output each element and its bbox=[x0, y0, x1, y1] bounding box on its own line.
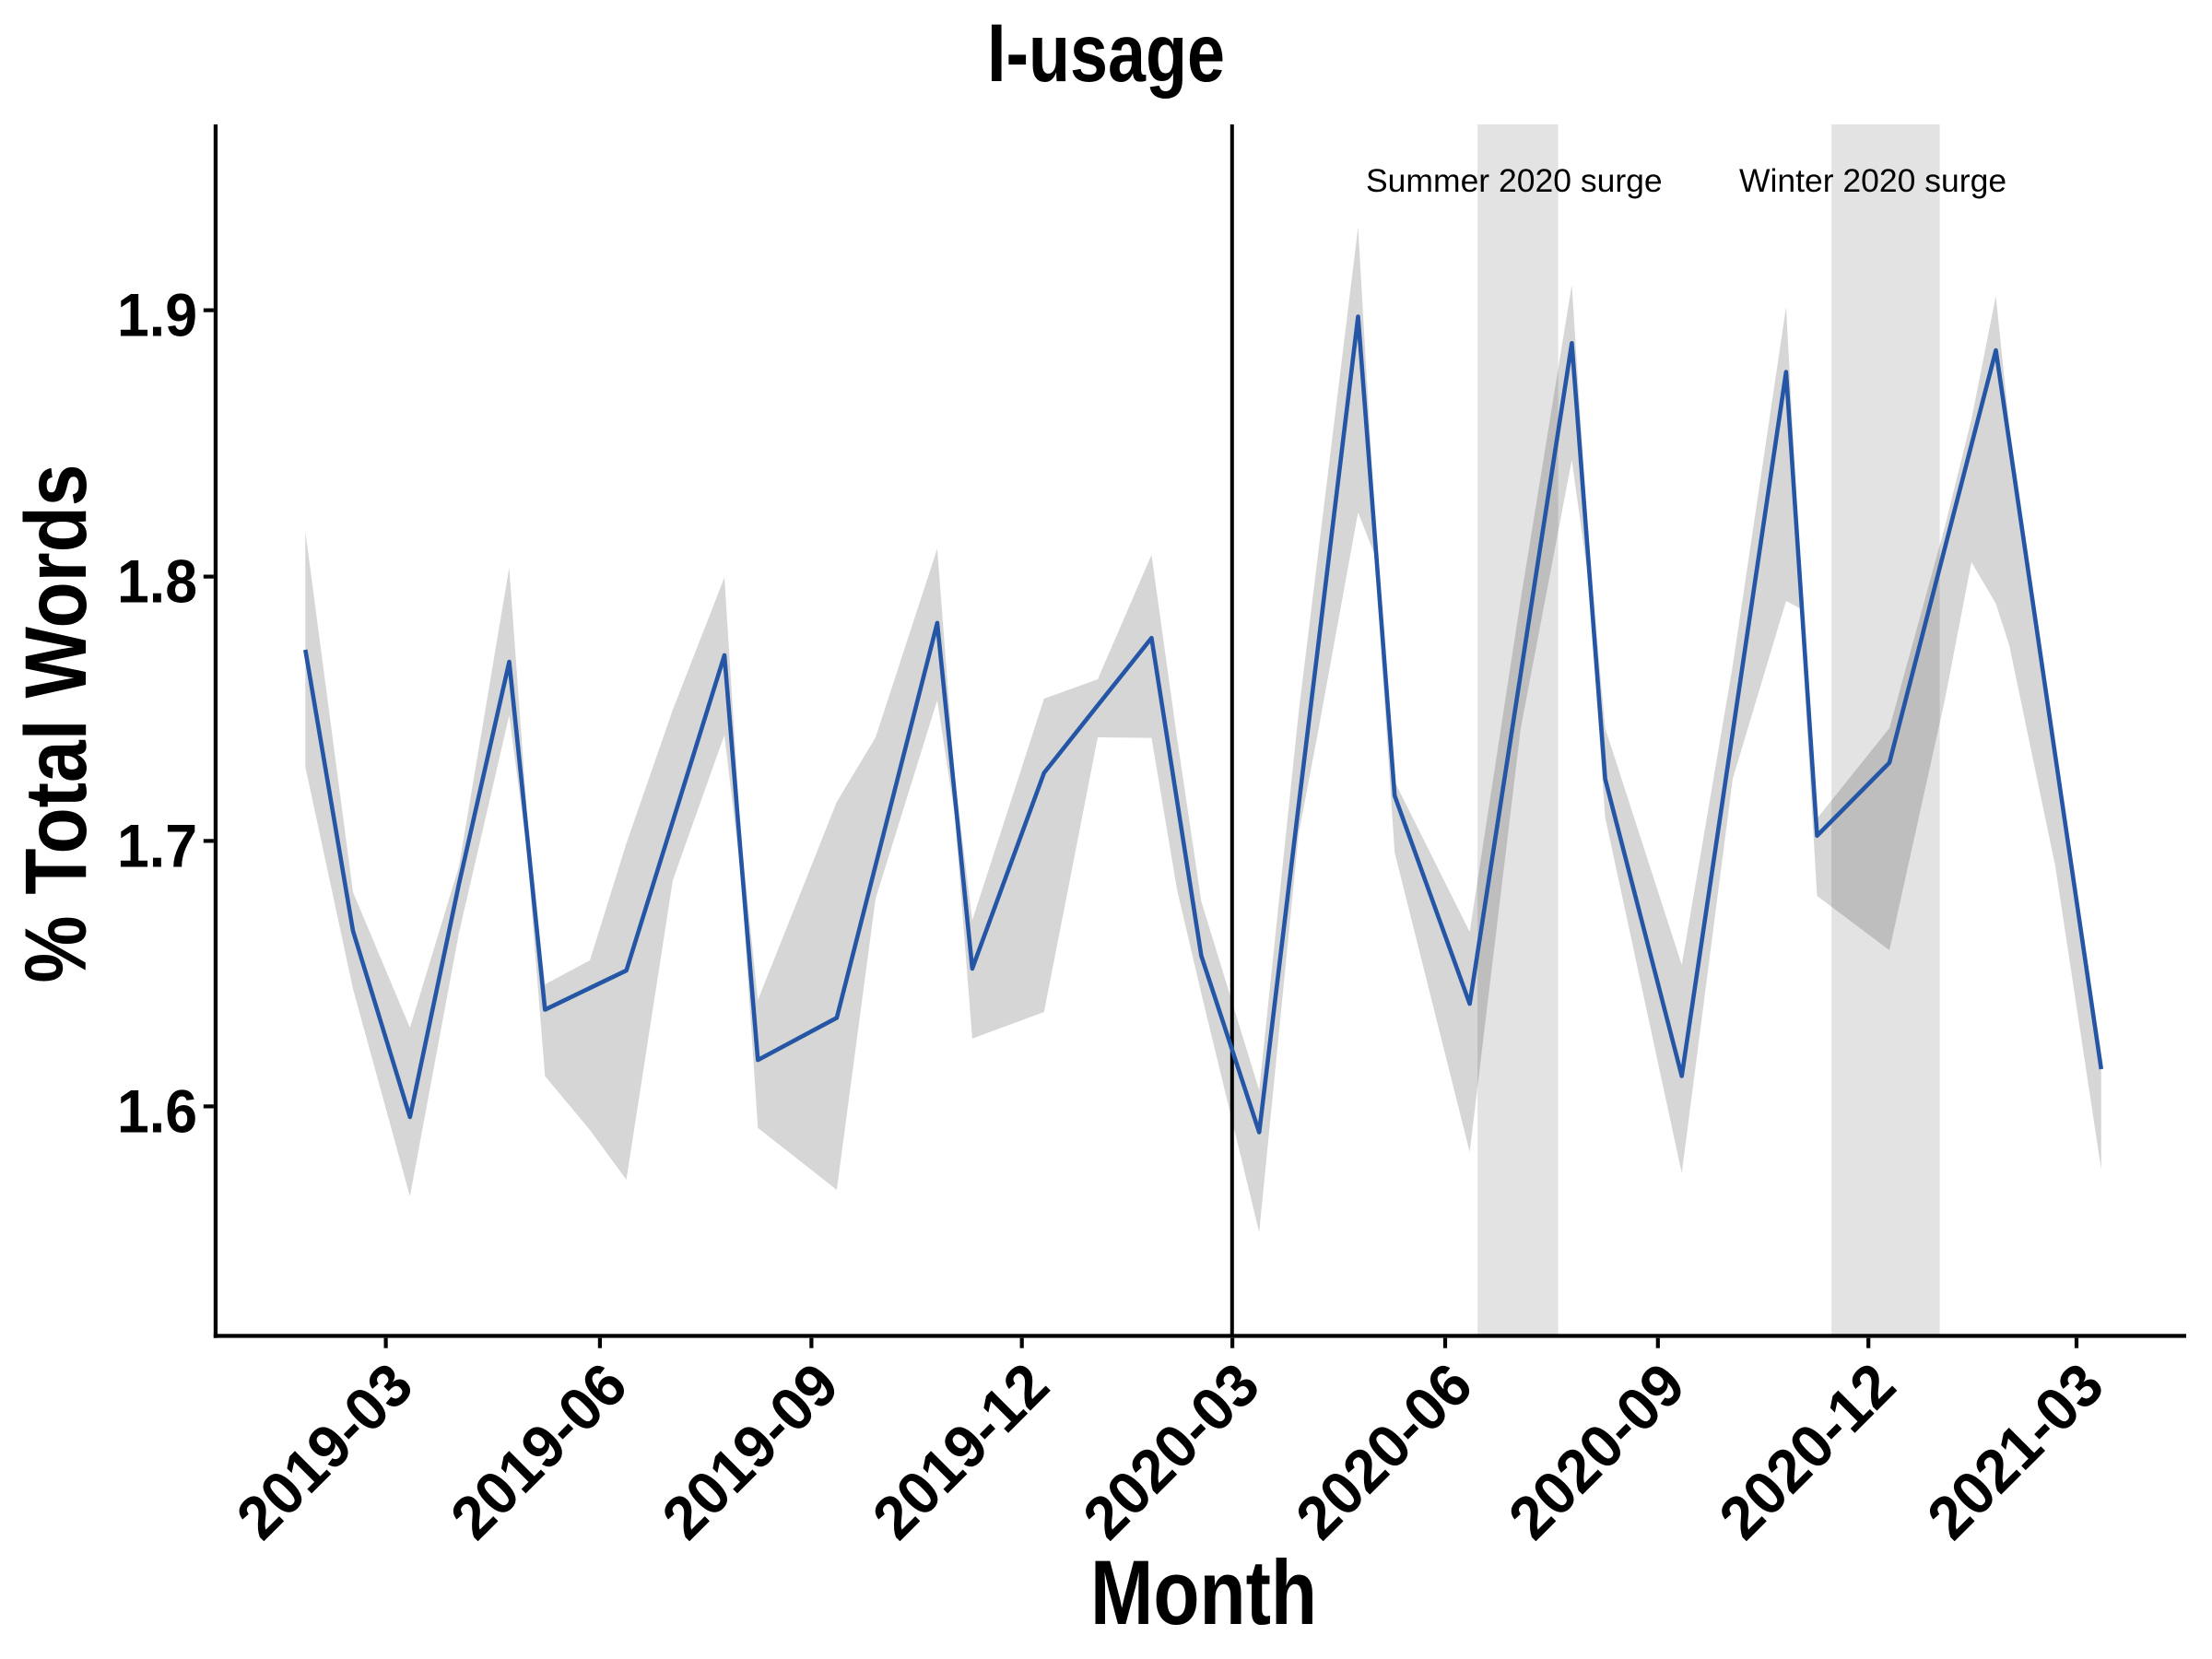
svg-text:Summer 2020 surge: Summer 2020 surge bbox=[1366, 162, 1663, 199]
svg-text:% Total Words: % Total Words bbox=[7, 465, 105, 983]
svg-text:1.7: 1.7 bbox=[117, 811, 197, 879]
svg-text:1.9: 1.9 bbox=[117, 281, 197, 349]
svg-text:I-usage: I-usage bbox=[987, 6, 1225, 99]
svg-text:1.8: 1.8 bbox=[117, 547, 197, 616]
svg-text:1.6: 1.6 bbox=[117, 1077, 197, 1145]
svg-text:Winter 2020 surge: Winter 2020 surge bbox=[1739, 162, 2006, 199]
svg-text:Month: Month bbox=[1090, 1541, 1317, 1643]
